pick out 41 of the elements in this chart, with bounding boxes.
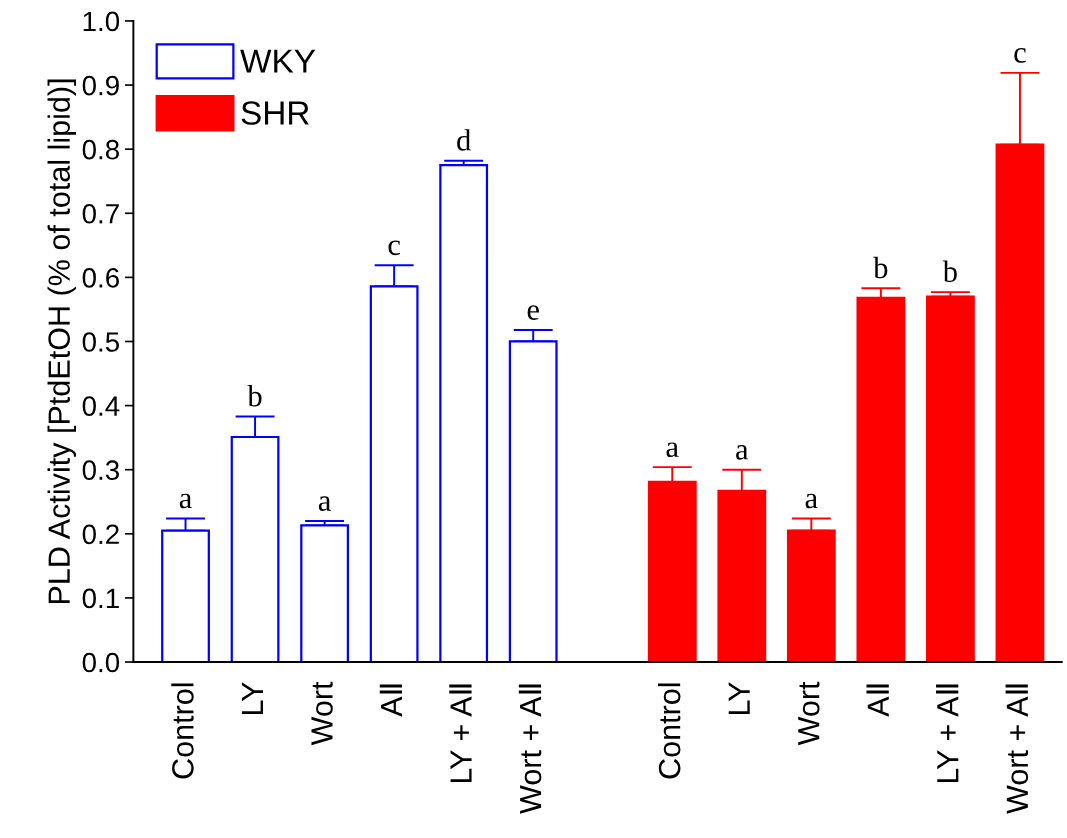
- y-tick-label: 0.4: [82, 396, 120, 416]
- y-tick-label: 0.1: [82, 588, 119, 609]
- y-tick-label: 0.8: [82, 139, 119, 160]
- x-tick-label: Wort: [798, 681, 820, 746]
- data-label: c: [388, 240, 400, 256]
- x-tick-label: Wort: [311, 681, 333, 746]
- data-label: a: [805, 493, 818, 509]
- x-tick-label: AⅡ: [866, 684, 889, 717]
- bar: [926, 295, 975, 663]
- x-tick-label: LY + AⅡ: [936, 684, 959, 783]
- x-tick-label: AⅡ: [379, 684, 403, 717]
- y-axis-title: PLD Activity [PtdEtOH (% of total lipid)]: [47, 79, 77, 604]
- data-label: d: [457, 129, 471, 151]
- y-tick-label: 1.0: [83, 11, 120, 32]
- data-label: b: [942, 260, 957, 283]
- x-tick-label: Control: [171, 683, 194, 779]
- x-tick-label: Control: [658, 683, 681, 779]
- y-tick-label: 0.7: [82, 203, 119, 224]
- y-tick-label: 0.5: [82, 332, 120, 352]
- x-tick-label: Wort + AⅡ: [1005, 684, 1029, 814]
- x-tick-label: LY: [241, 682, 263, 715]
- data-label: e: [527, 305, 539, 320]
- bar: [300, 524, 349, 663]
- data-label: b: [247, 384, 262, 407]
- y-tick-label: 0.2: [82, 524, 119, 545]
- data-label: a: [179, 493, 192, 509]
- y-tick-label: 0.6: [82, 268, 119, 288]
- data-label: a: [318, 496, 331, 511]
- data-label: a: [736, 445, 749, 460]
- legend-label: SHR: [241, 101, 309, 125]
- data-label: b: [873, 256, 888, 279]
- data-label: a: [666, 442, 679, 458]
- y-tick-label: 0.0: [82, 652, 120, 673]
- x-tick-label: LY + AⅡ: [449, 684, 472, 783]
- legend-label: WKY: [240, 49, 316, 73]
- y-tick-label: 0.9: [82, 75, 119, 96]
- x-tick-label: LY: [728, 682, 750, 715]
- y-tick-label: 0.3: [82, 460, 119, 481]
- data-label: c: [1014, 48, 1026, 63]
- x-tick-label: Wort + AⅡ: [518, 684, 542, 814]
- bar: [439, 164, 489, 663]
